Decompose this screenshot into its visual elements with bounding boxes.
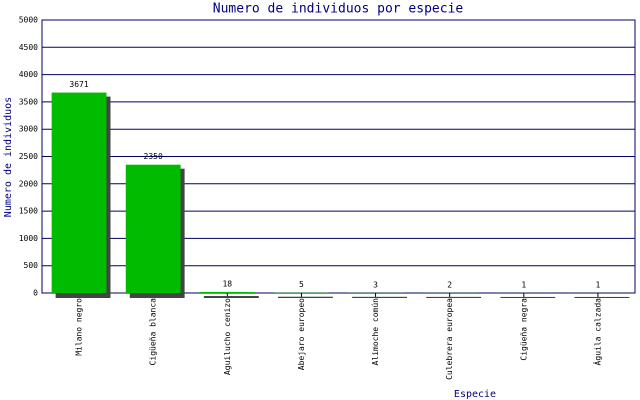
y-tick-label: 5000 [19, 16, 38, 25]
y-tick-label: 3000 [19, 125, 38, 134]
bar [199, 292, 255, 293]
plot-frame [41, 19, 636, 294]
bar-shadow [203, 296, 259, 298]
bar-shadow [352, 296, 407, 298]
value-label: 3 [373, 280, 378, 289]
value-label: 1 [596, 280, 601, 289]
bar-shadow [574, 296, 630, 298]
x-tick-label: Aguilucho cenizo [223, 298, 232, 375]
x-tick-label: Milano negro [75, 298, 84, 356]
value-label: 18 [222, 280, 232, 289]
bar-shadow [426, 296, 482, 298]
bar [125, 164, 181, 293]
y-tick-label: 500 [24, 261, 39, 270]
bar [51, 92, 107, 293]
y-tick-label: 3500 [19, 97, 38, 106]
value-label: 2 [447, 280, 452, 289]
x-tick-label: Cigüeña blanca [149, 298, 158, 366]
y-tick-label: 1000 [19, 234, 38, 243]
y-tick-label: 4500 [19, 43, 38, 52]
chart-title: Numero de individuos por especie [213, 2, 464, 17]
y-tick-label: 4000 [19, 70, 38, 79]
bar-shadow [278, 296, 333, 298]
x-tick-label: Águila calzada [591, 298, 602, 366]
x-axis-title: Especie [454, 389, 496, 400]
bar-shadow [500, 296, 556, 298]
value-label: 5 [299, 280, 304, 289]
value-label: 3671 [69, 80, 88, 89]
value-label: 2350 [144, 152, 163, 161]
x-tick-label: Cigüeña negra [519, 298, 528, 361]
x-tick-label: Culebrera europea [445, 298, 454, 380]
value-label: 1 [521, 280, 526, 289]
y-tick-label: 1500 [19, 207, 38, 216]
y-tick-label: 2500 [19, 152, 38, 161]
x-tick-label: Alimoche común [371, 298, 380, 366]
y-tick-label: 2000 [19, 179, 38, 188]
y-axis-title: Numero de individuos [3, 97, 14, 217]
y-tick-label: 0 [33, 289, 38, 298]
x-tick-label: Abejaro europeo [297, 298, 306, 370]
